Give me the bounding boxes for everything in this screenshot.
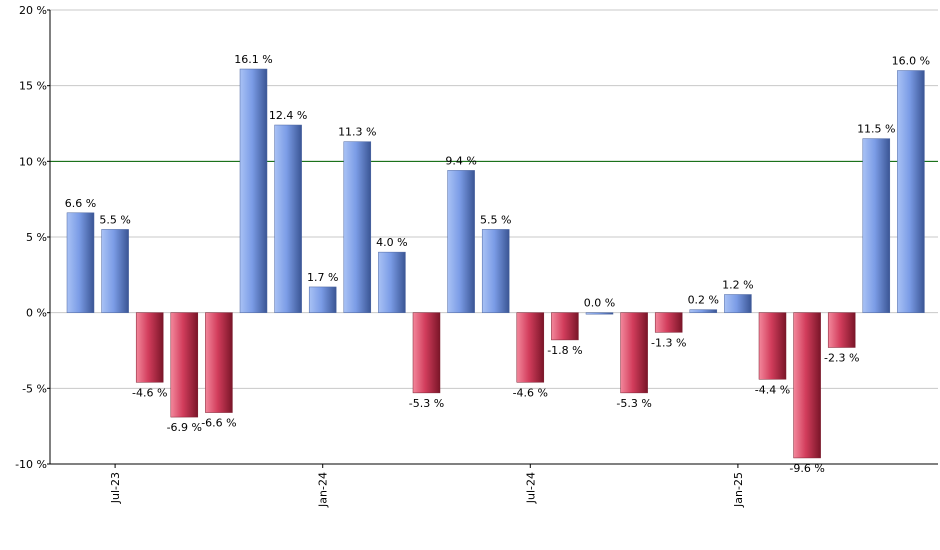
y-tick-label: 20 % (19, 4, 47, 17)
bar (412, 312, 441, 394)
bar (101, 229, 129, 313)
data-label: 0.2 % (688, 294, 719, 307)
data-label: 1.7 % (307, 271, 338, 284)
bar (135, 312, 164, 383)
data-label: -4.6 % (513, 386, 548, 399)
data-label: 5.5 % (99, 213, 130, 226)
x-tick-label: Jul-23 (109, 472, 122, 504)
bar (274, 124, 302, 313)
bar (689, 309, 718, 313)
data-label: -5.3 % (616, 397, 651, 410)
bar (724, 294, 752, 313)
bar (205, 312, 233, 413)
data-label: 1.2 % (722, 279, 753, 292)
data-label: -2.3 % (824, 351, 859, 364)
bar (308, 286, 337, 313)
y-tick-label: 10 % (19, 155, 47, 168)
bar (170, 312, 199, 418)
data-labels: 6.6 %5.5 %-4.6 %-6.9 % -6.6 %16.1 %12.4 %… (65, 53, 930, 475)
data-label: -5.3 % (409, 397, 444, 410)
y-tick-label: -5 % (22, 382, 47, 395)
bar (66, 212, 95, 313)
data-label: 9.4 % (445, 154, 476, 167)
data-label: 4.0 % (376, 236, 407, 249)
bar (378, 251, 406, 313)
y-tick-label: -10 % (15, 458, 47, 471)
axes: 20 % 15 % 10 % 5 % 0 % -5 % -10 % Jul-23 Jan-24 J… (15, 4, 938, 508)
bar (343, 141, 372, 313)
bar (897, 70, 925, 313)
bar (447, 170, 475, 313)
data-label: 0.0 % (584, 297, 615, 310)
data-label: -1.3 % (651, 336, 686, 349)
data-label: 16.1 % (234, 53, 272, 66)
data-label: 16.0 % (892, 55, 930, 68)
data-label: -4.6 % (132, 386, 167, 399)
bar (827, 312, 856, 348)
bar (239, 68, 268, 313)
data-label: -9.6 % (789, 462, 824, 475)
y-tick-label: 5 % (26, 231, 47, 244)
x-tick-label: Jan-24 (317, 472, 330, 508)
y-tick-label: 0 % (26, 307, 47, 320)
bar (758, 312, 787, 380)
data-label: -6.6 % (201, 417, 236, 430)
bar (585, 312, 614, 315)
data-label: -4.4 % (755, 383, 790, 396)
data-label: 6.6 % (65, 197, 96, 210)
bars (66, 68, 925, 459)
x-tick-label: Jan-25 (732, 472, 745, 508)
bar (620, 312, 648, 394)
bar (551, 312, 579, 341)
data-label: -1.8 % (547, 344, 582, 357)
data-label: 5.5 % (480, 213, 511, 226)
data-label: -6.9 % (167, 421, 202, 434)
y-tick-label: 15 % (19, 80, 47, 93)
bar (793, 312, 821, 459)
bar (481, 229, 510, 313)
bar (862, 138, 891, 313)
data-label: 11.3 % (338, 126, 376, 139)
bar (654, 312, 683, 333)
data-label: 12.4 % (269, 109, 307, 122)
data-label: 11.5 % (857, 123, 895, 136)
x-tick-label: Jul-24 (524, 472, 537, 504)
bar (516, 312, 545, 383)
